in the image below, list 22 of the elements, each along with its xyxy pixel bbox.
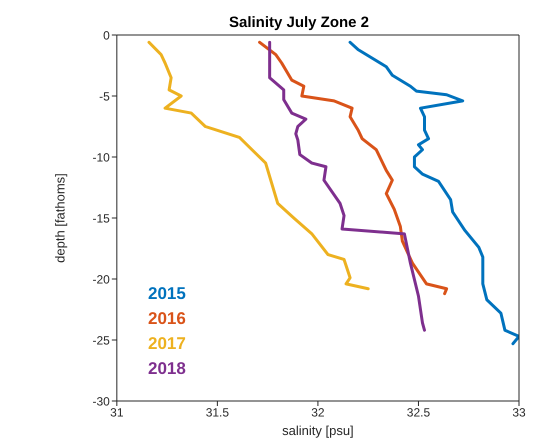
y-axis-title: depth [fathoms]: [52, 173, 68, 263]
y-tick-label: -20: [92, 272, 110, 286]
x-tick-label: 32: [311, 406, 325, 420]
x-tick-label: 31: [110, 406, 124, 420]
y-tick-label: 0: [103, 28, 110, 42]
chart-title: Salinity July Zone 2: [228, 14, 370, 31]
x-axis-title: salinity [psu]: [282, 423, 354, 438]
text: 2018: [148, 358, 186, 380]
text: 2017: [148, 333, 186, 355]
line-series: [348, 40, 519, 346]
y-tick-label: -5: [99, 89, 110, 104]
line-series: [268, 40, 426, 332]
text: 2015: [148, 283, 186, 305]
line-series: [258, 40, 448, 296]
x-tick-label: 32.5: [406, 406, 430, 420]
text: 2016: [148, 308, 186, 330]
y-tick-label: -15: [92, 211, 110, 226]
y-tick-label: -10: [92, 150, 110, 164]
y-tick-label: -25: [92, 333, 110, 348]
x-tick-label: 33: [512, 406, 526, 420]
y-tick-label: -30: [92, 394, 110, 408]
x-tick-label: 31.5: [206, 406, 230, 420]
